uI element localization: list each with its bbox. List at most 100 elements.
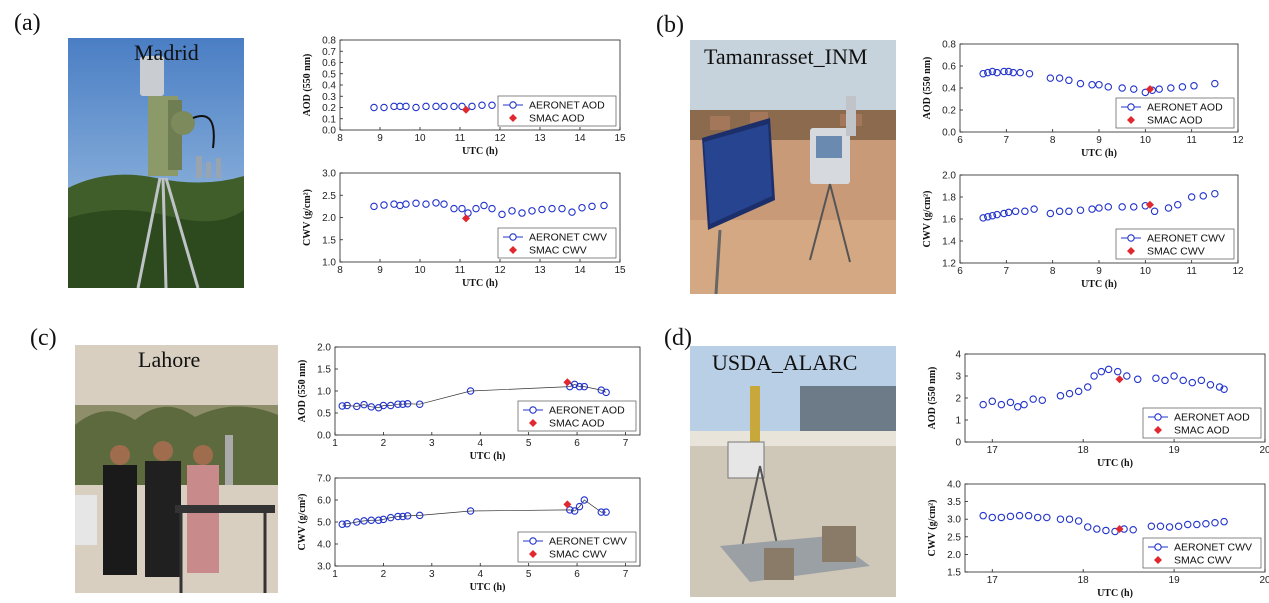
- aeronet-point: [580, 382, 589, 391]
- aeronet-point: [1187, 193, 1196, 201]
- aeronet-point: [997, 513, 1006, 522]
- aeronet-point: [1188, 378, 1197, 387]
- y-tick-label: 4: [955, 350, 961, 361]
- aeronet-point: [1206, 381, 1215, 389]
- aeronet-point: [548, 204, 556, 213]
- aeronet-point: [1033, 513, 1042, 522]
- x-tick-label: 7: [623, 438, 629, 449]
- aeronet-point: [1083, 383, 1092, 391]
- aeronet-point: [1118, 84, 1126, 92]
- x-tick-label: 11: [455, 265, 466, 276]
- x-tick-label: 9: [1096, 266, 1102, 277]
- y-tick-label: 1.5: [322, 235, 336, 246]
- aeronet-point: [602, 508, 610, 516]
- aeronet-point: [1076, 206, 1085, 214]
- aeronet-point: [1055, 207, 1064, 216]
- aeronet-point: [1076, 79, 1085, 88]
- aeronet-point: [402, 102, 410, 111]
- legend-smac-label: SMAC AOD: [1174, 425, 1230, 437]
- y-tick-label: 0.0: [322, 126, 336, 137]
- y-tick-label: 2: [955, 394, 961, 405]
- aeronet-point: [399, 512, 407, 521]
- aeronet-point: [997, 400, 1006, 409]
- x-tick-label: 3: [429, 438, 435, 449]
- aeronet-point: [480, 201, 488, 210]
- y-tick-label: 3.5: [947, 497, 961, 508]
- y-tick-label: 1.0: [322, 258, 336, 269]
- aeronet-point: [570, 507, 579, 515]
- legend-aeronet-marker: [1127, 234, 1135, 242]
- x-tick-label: 9: [377, 133, 383, 144]
- legend-box: [497, 227, 617, 259]
- y-tick-label: 2.0: [322, 213, 336, 224]
- x-tick-label: 10: [1140, 266, 1152, 277]
- aeronet-point: [390, 200, 398, 208]
- aeronet-point: [1215, 383, 1224, 391]
- aeronet-point: [1220, 517, 1228, 526]
- photo-tamanrasset: [690, 40, 896, 294]
- y-tick-label: 0: [955, 438, 961, 449]
- y-tick-label: 3.0: [322, 169, 336, 180]
- y-tick-label: 1.0: [317, 387, 331, 398]
- aeronet-point: [1090, 372, 1098, 380]
- y-tick-label: 0.3: [322, 92, 336, 103]
- aeronet-point: [1011, 207, 1020, 216]
- plot-frame: [959, 43, 1239, 133]
- aeronet-point: [1104, 365, 1113, 374]
- y-tick-label: 0.1: [322, 114, 336, 125]
- x-tick-label: 4: [477, 438, 483, 449]
- legend-aeronet-marker: [509, 233, 517, 241]
- aeronet-point: [1024, 511, 1033, 520]
- legend-aeronet-marker: [1154, 413, 1162, 421]
- x-tick-label: 18: [1078, 445, 1090, 456]
- plot-frame: [334, 477, 641, 567]
- photo-madrid: [68, 38, 244, 288]
- aeronet-point: [538, 102, 546, 111]
- y-axis-label: AOD (550 nm): [927, 367, 938, 430]
- aeronet-point: [370, 202, 378, 211]
- aeronet-point: [1016, 68, 1024, 77]
- aeronet-point: [1178, 83, 1187, 91]
- aeronet-point: [600, 201, 608, 210]
- aeronet-point: [588, 202, 596, 211]
- aeronet-point: [508, 102, 516, 111]
- legend-smac-label: SMAC CWV: [549, 549, 607, 561]
- legend-aeronet-marker: [529, 537, 537, 545]
- aeronet-point: [1056, 515, 1065, 523]
- aeronet-point: [578, 101, 586, 110]
- aeronet-point: [1083, 523, 1092, 531]
- x-tick-label: 10: [1140, 135, 1152, 146]
- x-tick-label: 8: [337, 265, 343, 276]
- aeronet-point: [1156, 522, 1165, 530]
- aeronet-point: [1199, 192, 1208, 200]
- aeronet-point: [988, 211, 997, 220]
- legend-aeronet-label: AERONET AOD: [549, 405, 625, 417]
- aeronet-point: [1020, 400, 1028, 409]
- y-tick-label: 2.5: [947, 532, 961, 543]
- legend-box: [1142, 407, 1262, 439]
- aeronet-point: [1179, 376, 1187, 385]
- aeronet-point: [1152, 374, 1160, 382]
- panel-label-b: (b): [656, 12, 684, 38]
- legend-box: [1115, 228, 1235, 260]
- legend-aeronet-label: AERONET CWV: [1174, 542, 1252, 554]
- aeronet-point: [338, 520, 347, 528]
- legend-box: [517, 400, 637, 432]
- x-tick-label: 13: [534, 265, 546, 276]
- legend-aeronet-marker: [509, 101, 517, 109]
- aeronet-point: [1030, 205, 1038, 213]
- y-tick-label: 4.0: [947, 480, 961, 491]
- aeronet-point: [343, 401, 351, 410]
- y-tick-label: 0.8: [942, 40, 956, 51]
- aeronet-point: [570, 380, 579, 389]
- x-axis-label: UTC (h): [1081, 148, 1117, 159]
- aeronet-point: [568, 102, 576, 111]
- aeronet-point: [415, 511, 424, 520]
- aeronet-point: [528, 102, 536, 111]
- aeronet-point: [488, 204, 496, 213]
- aeronet-point: [466, 387, 475, 395]
- aeronet-point: [1088, 80, 1096, 89]
- aeronet-point: [360, 517, 368, 525]
- aeronet-point: [1043, 513, 1051, 522]
- x-tick-label: 14: [574, 133, 586, 144]
